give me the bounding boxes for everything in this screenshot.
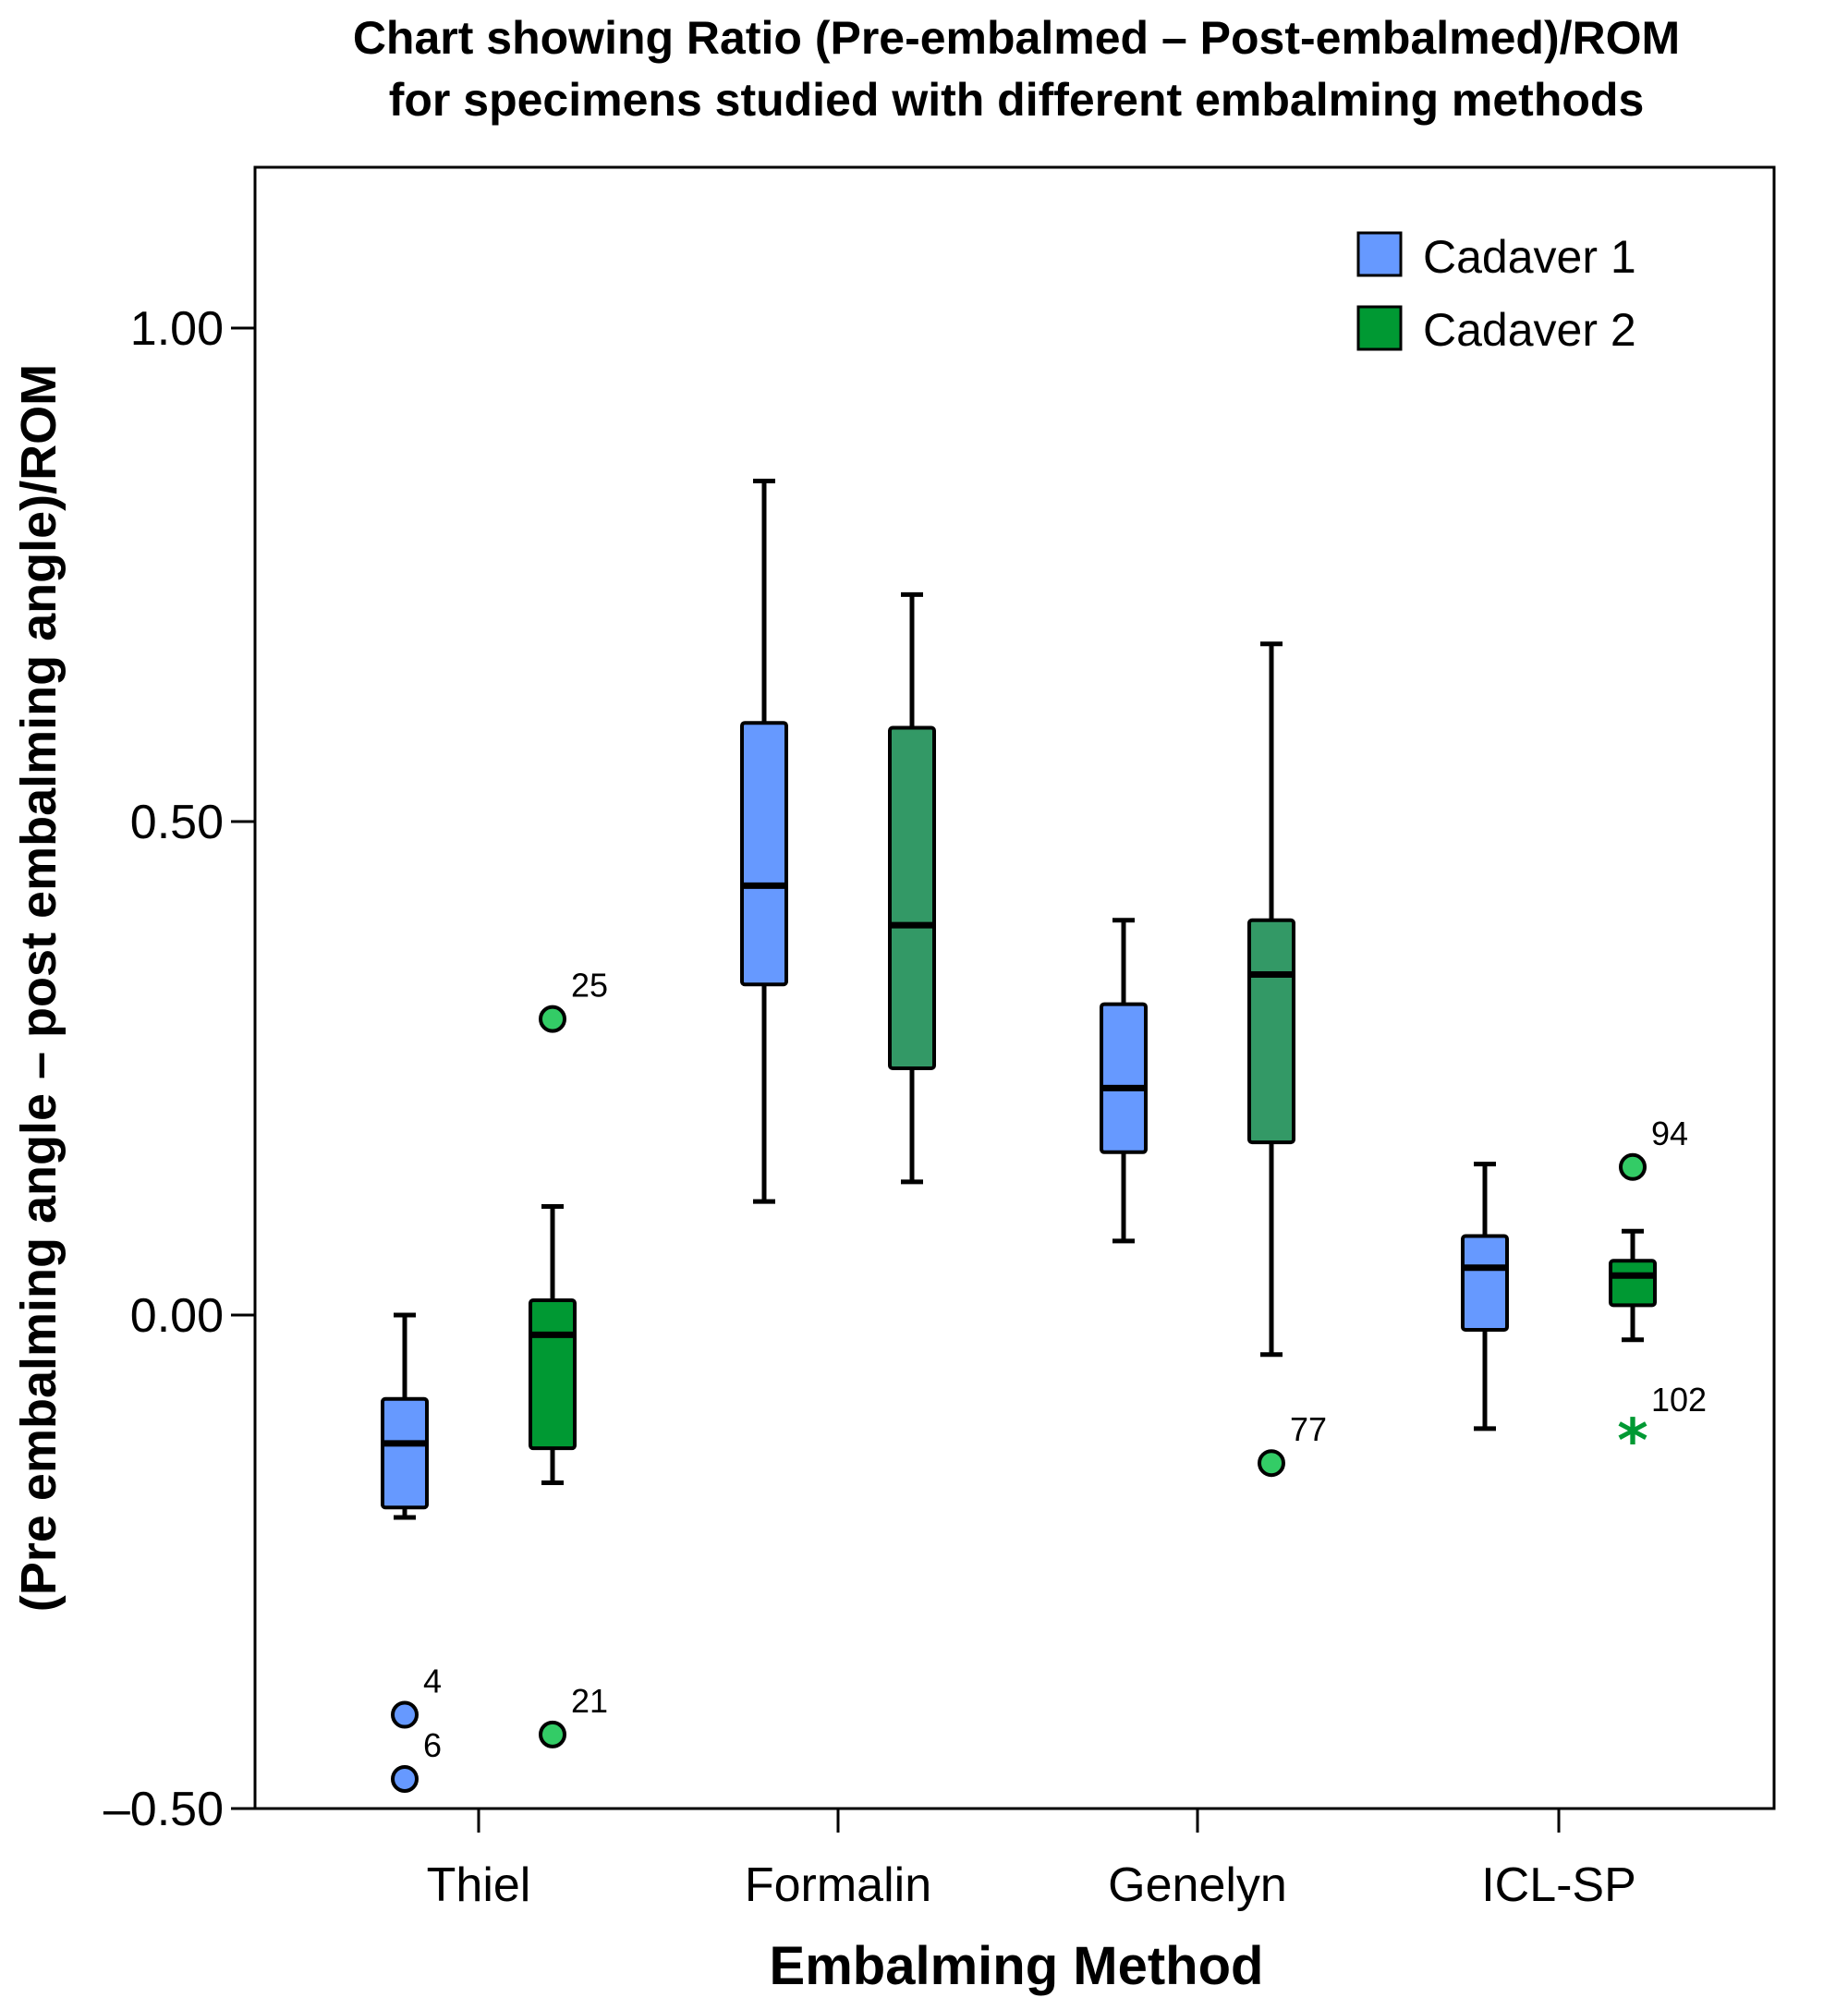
outlier-point (1258, 1449, 1285, 1478)
box-iqr (740, 721, 788, 987)
outlier-point (391, 1700, 419, 1729)
x-tick-label: Genelyn (1108, 1858, 1287, 1912)
x-axis: Thiel Formalin Genelyn ICL-SP (427, 1809, 1636, 1912)
outlier-point (391, 1764, 419, 1793)
box-group (740, 479, 788, 1204)
outlier-point (539, 1720, 566, 1748)
box-iqr (381, 1396, 429, 1510)
legend-label-cadaver-1: Cadaver 1 (1423, 231, 1636, 283)
legend: Cadaver 1 Cadaver 2 (1356, 231, 1636, 356)
chart-title-line-1: Chart showing Ratio (Pre-embalmed – Post… (353, 12, 1680, 64)
outlier-label: 4 (423, 1663, 442, 1700)
outlier-points: 4 6 25 21 77 94 *102 (391, 967, 1707, 1793)
y-tick-label: 0.00 (130, 1289, 224, 1343)
x-tick-label: ICL-SP (1481, 1858, 1636, 1912)
box-group (1247, 641, 1295, 1358)
box-group (529, 1204, 577, 1486)
plot-area-frame (253, 165, 1776, 1810)
outlier-label: 6 (423, 1726, 442, 1764)
box-iqr (1609, 1259, 1657, 1308)
box-group (381, 1312, 429, 1520)
outlier-label: 21 (571, 1682, 608, 1720)
box-iqr (1100, 1002, 1148, 1154)
box-iqr (1461, 1234, 1509, 1333)
outlier-label: 77 (1290, 1410, 1327, 1448)
chart-title-line-2: for specimens studied with different emb… (389, 74, 1645, 126)
x-tick-label: Thiel (427, 1858, 531, 1912)
outlier-point (1619, 1152, 1647, 1181)
box-group (1100, 918, 1148, 1244)
box-iqr (888, 725, 936, 1070)
legend-label-cadaver-2: Cadaver 2 (1423, 304, 1636, 356)
outlier-label: 102 (1651, 1381, 1707, 1419)
y-axis: –0.50 0.00 0.50 1.00 (103, 302, 255, 1836)
y-axis-title: (Pre embalming angle – post embalming an… (11, 364, 67, 1612)
box-series (381, 479, 1657, 1520)
outlier-label: 25 (571, 967, 608, 1005)
legend-swatch-cadaver-2 (1356, 305, 1403, 351)
x-axis-title: Embalming Method (770, 1936, 1264, 1996)
box-iqr (1247, 918, 1295, 1145)
outlier-star: * (1617, 1407, 1647, 1476)
box-group (1461, 1162, 1509, 1431)
y-tick-label: 0.50 (130, 796, 224, 849)
y-tick-label: –0.50 (103, 1783, 224, 1836)
legend-swatch-cadaver-1 (1356, 231, 1403, 277)
y-tick-label: 1.00 (130, 302, 224, 356)
outlier-point (539, 1005, 566, 1033)
box-iqr (529, 1297, 577, 1451)
outlier-label: 94 (1651, 1115, 1688, 1152)
box-group (888, 591, 936, 1185)
x-tick-label: Formalin (745, 1858, 931, 1912)
box-group (1609, 1228, 1657, 1343)
